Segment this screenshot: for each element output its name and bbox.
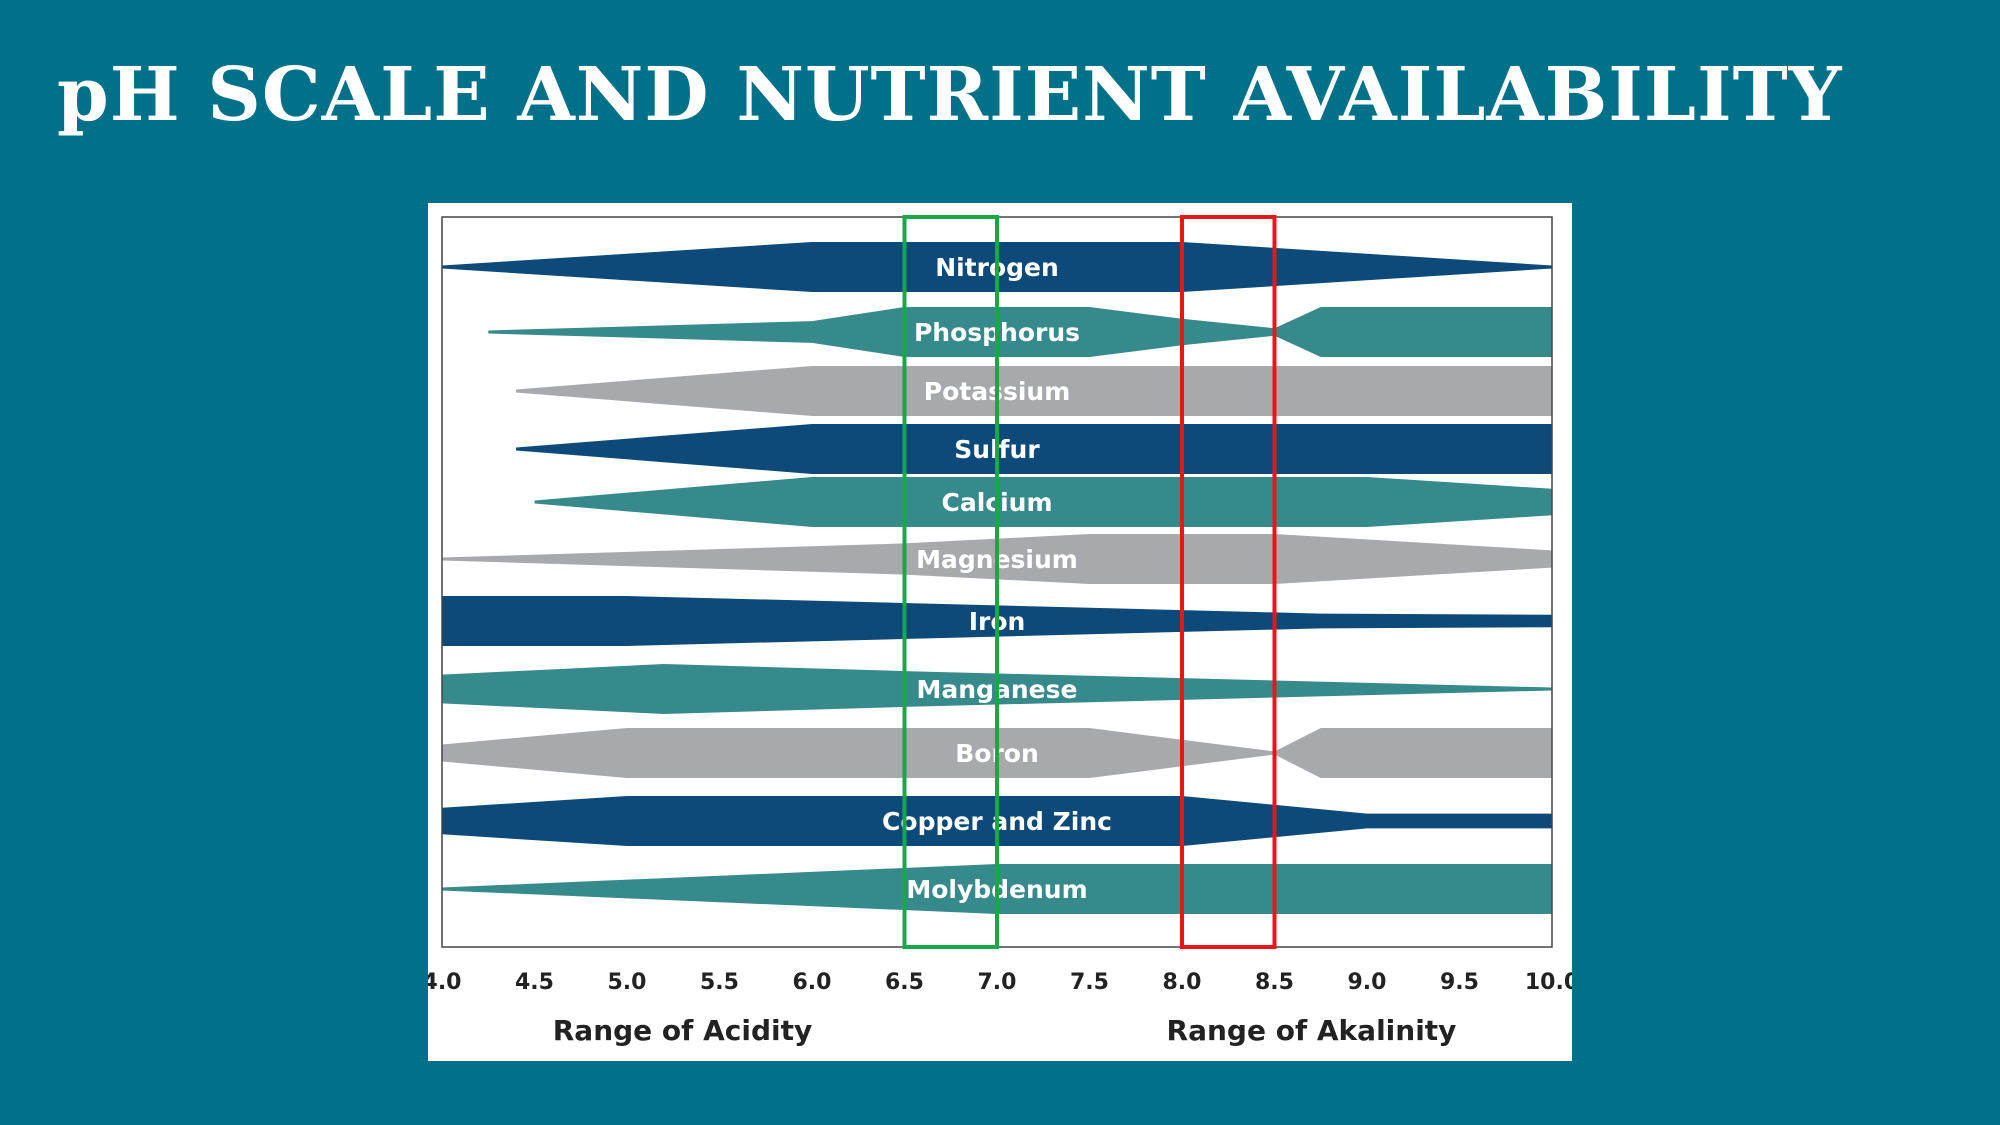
- x-tick-label: 5.5: [700, 970, 739, 995]
- band-shape: [516, 366, 1552, 416]
- x-tick-label: 7.0: [978, 970, 1017, 995]
- x-tick-label: 9.0: [1348, 970, 1387, 995]
- x-tick-label: 8.5: [1255, 970, 1294, 995]
- x-tick-label: 8.0: [1163, 970, 1202, 995]
- nutrient-band-calcium: Calcium: [534, 477, 1552, 527]
- x-tick-label: 4.0: [428, 970, 461, 995]
- nutrient-band-sulfur: Sulfur: [516, 424, 1552, 474]
- band-shape: [534, 477, 1552, 527]
- band-shape: [488, 307, 1552, 357]
- highlight-box-8-8.5: [1180, 215, 1277, 949]
- page-title: pH SCALE AND NUTRIENT AVAILABILITY: [57, 52, 1843, 138]
- x-tick-label: 7.5: [1070, 970, 1109, 995]
- acidity-range-label: Range of Acidity: [553, 1014, 812, 1047]
- highlight-box-6.5-7: [902, 215, 999, 949]
- highlight-boxes: [902, 215, 1277, 949]
- x-tick-label: 10.0: [1525, 970, 1572, 995]
- chart-canvas: NitrogenPhosphorusPotassiumSulfurCalcium…: [428, 215, 1572, 1047]
- nutrient-band-phosphorus: Phosphorus: [488, 307, 1552, 357]
- x-tick-label: 9.5: [1440, 970, 1479, 995]
- x-tick-label: 4.5: [515, 970, 554, 995]
- x-tick-label: 6.5: [885, 970, 924, 995]
- nutrient-band-potassium: Potassium: [516, 366, 1552, 416]
- x-tick-label: 6.0: [793, 970, 832, 995]
- alkalinity-range-label: Range of Akalinity: [1167, 1014, 1457, 1047]
- band-shape: [516, 424, 1552, 474]
- x-axis-ticks: 4.0 4.5 5.0 5.5 6.0 6.5 7.0 7.5 8.0 8.5 9.0 9.5 10.0: [428, 970, 1572, 995]
- ph-nutrient-chart: Nitrogen Phosphorus Potassium Sulfur Calcium…: [428, 203, 1572, 1061]
- x-tick-label: 5.0: [608, 970, 647, 995]
